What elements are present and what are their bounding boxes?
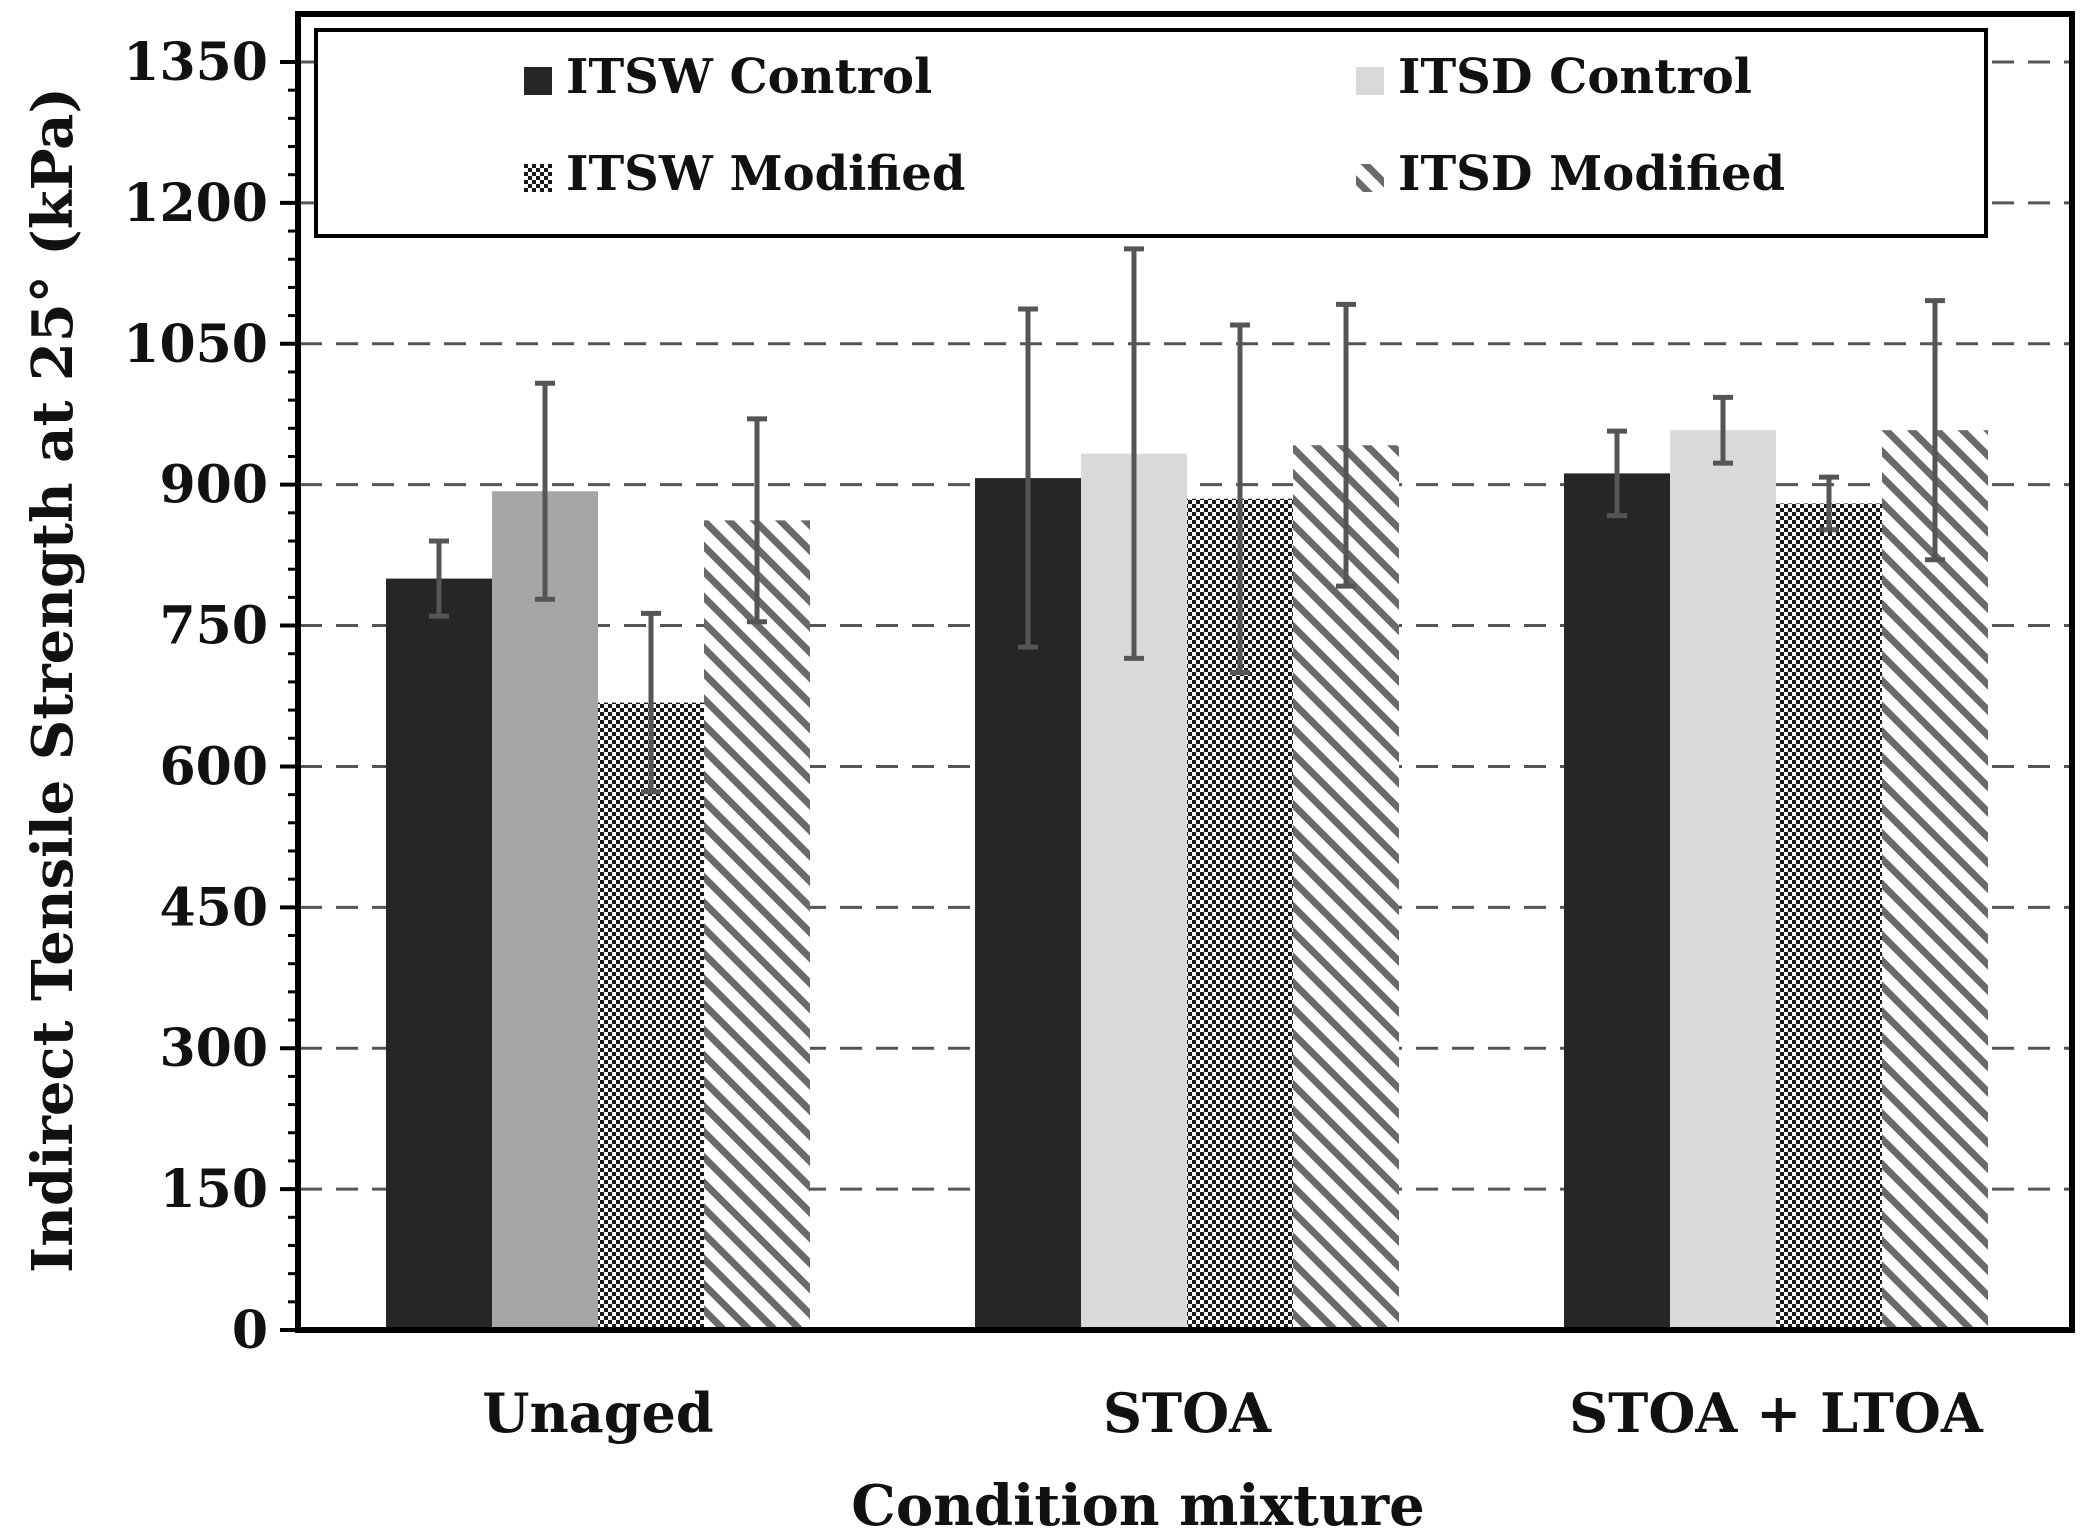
y-tick-label: 0 (232, 1300, 268, 1361)
y-axis-title: Indirect Tensile Strength at 25° (kPa) (20, 87, 86, 1273)
bar-itsd-control-unaged (492, 491, 598, 1331)
bar-itsd-modified-stoa (1293, 445, 1399, 1330)
legend-swatch (524, 67, 552, 95)
bar-itsw-modified-stoa-ltoa (1776, 503, 1882, 1330)
y-tick-label: 150 (159, 1159, 268, 1220)
legend-label: ITSD Control (1398, 49, 1752, 105)
x-category-label: STOA (1103, 1381, 1272, 1445)
y-tick-label: 1350 (123, 32, 268, 93)
x-category-label: Unaged (482, 1381, 713, 1445)
x-axis-title: Condition mixture (851, 1473, 1424, 1535)
legend-swatch (1356, 67, 1384, 95)
bar-itsd-control-stoa-ltoa (1670, 430, 1776, 1330)
x-category-label: STOA + LTOA (1569, 1381, 1984, 1445)
bar-itsw-control-unaged (386, 578, 492, 1330)
legend-swatch (524, 164, 552, 192)
y-tick-label: 600 (159, 736, 268, 797)
legend-label: ITSW Control (566, 49, 932, 105)
y-tick-label: 450 (159, 877, 268, 938)
legend-label: ITSW Modified (566, 146, 965, 202)
legend-swatch (1356, 164, 1384, 192)
y-tick-label: 300 (159, 1018, 268, 1079)
bar-itsw-control-stoa-ltoa (1564, 473, 1670, 1330)
y-tick-label: 900 (159, 455, 268, 516)
y-tick-label: 750 (159, 596, 268, 657)
bar-itsd-modified-stoa-ltoa (1882, 430, 1988, 1330)
legend-box (314, 28, 1988, 238)
bar-itsd-modified-unaged (704, 520, 810, 1330)
bar-itsw-modified-unaged (598, 702, 704, 1330)
y-tick-label: 1050 (123, 314, 268, 375)
plot-frame (295, 11, 2075, 1333)
legend-label: ITSD Modified (1398, 146, 1785, 202)
y-tick-label: 1200 (123, 173, 268, 234)
